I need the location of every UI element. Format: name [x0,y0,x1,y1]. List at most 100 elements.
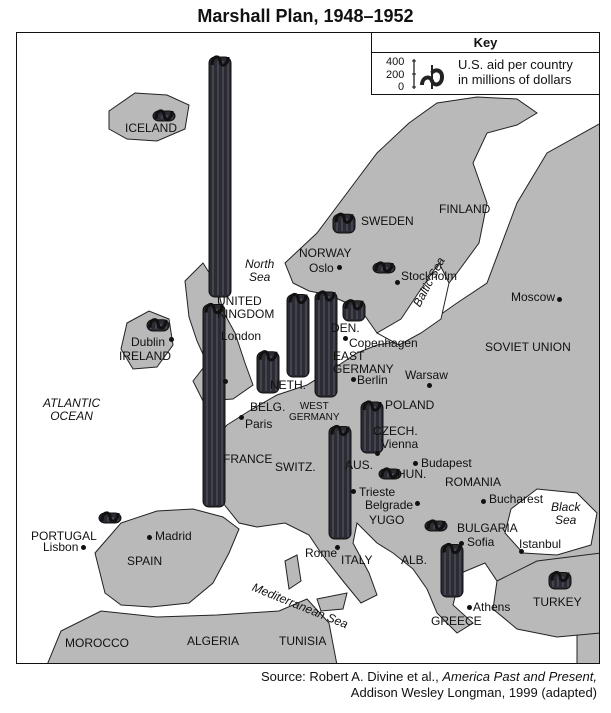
city-dot-vienna [375,451,380,456]
city-dot-oslo [337,265,342,270]
city-athens: Athens [473,600,511,614]
aid-column-iceland [152,109,176,122]
map-title: Marshall Plan, 1948–1952 [197,6,414,26]
city-dot-stockholm [395,280,400,285]
label-ireland: IRELAND [119,349,172,363]
label-albania: ALB. [401,553,428,567]
aid-column-aus [360,400,384,454]
label-united-kingdom: UNITED KINGDOM [217,295,274,321]
key-tick-200: 200 [386,69,405,81]
label-yugoslavia: YUGO [369,513,405,527]
label-finland: FINLAND [439,202,491,216]
city-dot-warsaw [427,383,432,388]
city-dot-dublin [169,337,174,342]
label-france: FRANCE [223,452,273,466]
key-description: U.S. aid per country in millions of doll… [458,57,573,87]
city-dublin: Dublin [131,335,166,349]
aid-column-france [202,302,226,508]
label-spain: SPAIN [127,554,163,568]
aid-column-italy [328,424,352,540]
baltic-sea [375,262,450,346]
city-dot-copenhagen [343,336,348,341]
map-land-layer [47,55,599,663]
label-tunisia: TUNISIA [279,634,327,648]
source-prefix: Source: Robert A. Divine et al., [260,669,443,684]
label-romania: ROMANIA [445,475,502,489]
source-citation: Source: Robert A. Divine et al., America… [261,669,597,701]
aid-column-west-germany [314,290,338,398]
sardinia-landmass [284,554,302,590]
label-hungary: HUN. [397,467,427,481]
aid-column-greece [440,542,464,598]
aid-column-united-kingdom [208,55,232,298]
aid-column-sweden [372,261,396,274]
city-dot-trieste [351,489,356,494]
label-north-sea: North Sea [245,258,274,284]
city-madrid: Madrid [155,529,192,543]
label-italy: ITALY [341,553,373,567]
label-portugal: PORTUGAL [31,529,97,543]
label-black-sea-line2: Sea [554,513,577,527]
label-sweden: SWEDEN [361,214,414,228]
label-west-germany-line1: WEST [299,401,329,412]
label-denmark: DEN. [331,321,360,335]
map-key: Key 400 200 0 U.S. aid per country in mi… [371,33,599,95]
label-greece: GREECE [431,614,482,628]
label-east-germany: EAST GERMANY [333,350,394,376]
city-stockholm: Stockholm [401,269,458,283]
label-austria: AUS. [345,458,374,472]
label-czechoslovakia: CZECH. [373,424,418,438]
turkey-landmass [492,552,599,638]
source-publisher: Addison Wesley Longman, 1999 (adapted) [350,685,597,700]
city-oslo: Oslo [309,261,334,275]
city-dot-bucharest [481,499,486,504]
aid-bars [98,55,572,598]
black-sea [504,488,598,556]
city-budapest: Budapest [421,456,472,470]
label-east-germany-line1: EAST [333,349,365,363]
label-turkey: TURKEY [533,595,582,609]
label-uk-line2: KINGDOM [217,307,275,321]
key-title: Key [473,35,498,50]
city-copenhagen: Copenhagen [349,336,418,350]
label-netherlands: NETH. [270,378,306,392]
city-vienna: Vienna [381,437,419,451]
dollar-sign-icon [412,59,445,89]
city-belgrade: Belgrade [365,498,414,512]
city-istanbul: Istanbul [519,537,562,551]
city-warsaw: Warsaw [405,368,448,382]
label-belgium: BELG. [250,400,286,414]
label-switzerland: SWITZ. [275,460,316,474]
label-bulgaria: BULGARIA [457,521,518,535]
city-paris: Paris [245,417,273,431]
city-dot-istanbul [519,549,524,554]
aid-column-ireland [146,318,170,332]
city-dot-sofia [459,541,464,546]
label-uk-line1: UNITED [217,294,262,308]
aid-column-neth [286,292,310,378]
key-description-line1: U.S. aid per country [458,57,573,72]
city-bucharest: Bucharest [489,492,544,506]
key-description-line2: in millions of dollars [458,72,572,87]
city-trieste: Trieste [359,485,396,499]
aid-column-den [342,299,366,322]
label-poland: POLAND [385,398,435,412]
city-dot-paris [239,415,244,420]
aid-column-yugo [424,519,448,532]
label-west-germany-line2: GERMANY [289,412,340,423]
city-dot-london [223,379,228,384]
city-dot-lisbon [81,545,86,550]
label-algeria: ALGERIA [187,634,240,648]
label-soviet-union: SOVIET UNION [485,340,571,354]
aid-column-norway [332,212,356,234]
label-atlantic-ocean: ATLANTIC OCEAN [43,397,100,423]
label-atlantic-line2: OCEAN [50,409,93,423]
city-dot-rome [335,545,340,550]
europe-map: ICELAND North Sea NORWAY SWEDEN FINLAND U… [16,32,600,664]
label-iceland: ICELAND [125,121,178,135]
city-dot-madrid [147,535,152,540]
key-divider [372,52,599,53]
aid-column-trieste [378,467,402,480]
city-dot-moscow [557,297,562,302]
sicily-landmass [316,592,348,612]
